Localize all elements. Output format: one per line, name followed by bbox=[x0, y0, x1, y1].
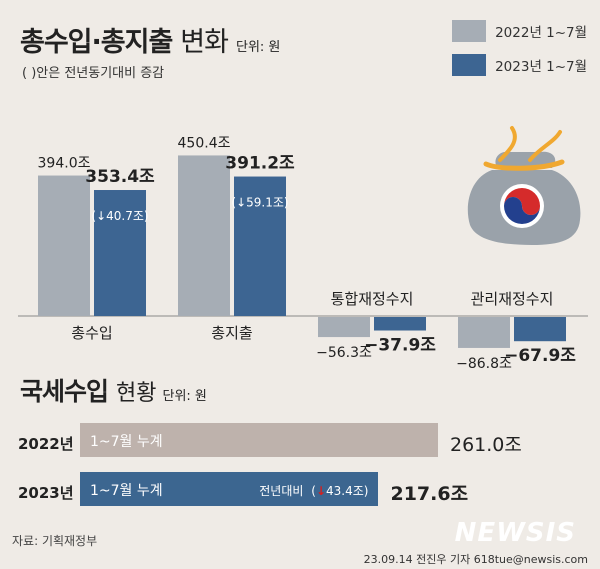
change-label-0: (↓40.7조) bbox=[91, 209, 148, 223]
section2-title-regular: 현황 bbox=[116, 381, 157, 406]
note-text: ( )안은 전년동기대비 증감 bbox=[22, 66, 165, 81]
bar-2023-0 bbox=[94, 190, 146, 316]
bar-2022-2 bbox=[318, 317, 370, 338]
value-label-2022-3: −86.8조 bbox=[456, 356, 512, 370]
value-label-2022-2: −56.3조 bbox=[316, 345, 372, 361]
legend-item-2022: 2022년 1~7월 bbox=[452, 20, 587, 42]
bar-2023-1 bbox=[234, 176, 286, 316]
value-label-2023-3: −67.9조 bbox=[504, 346, 576, 366]
newsis-logo: NEWSIS bbox=[454, 518, 576, 548]
bar-2022-0 bbox=[38, 175, 90, 316]
category-label-2: 통합재정수지 bbox=[331, 290, 414, 308]
change-label-1: (↓59.1조) bbox=[231, 196, 288, 210]
chart-title: 총수입·총지출 변화 단위: 원 bbox=[20, 20, 280, 59]
bar-2022-3 bbox=[458, 317, 510, 348]
tax-bar-2023: 1~7월 누계 전년대비 (↓43.4조) bbox=[80, 472, 379, 506]
credit-text: 23.09.14 전진우 기자 618tue@newsis.com bbox=[363, 553, 588, 566]
tax-change-prefix: 전년대비 bbox=[259, 484, 304, 498]
value-label-2022-0: 394.0조 bbox=[38, 156, 91, 172]
tax-year-2022: 2022년 bbox=[18, 435, 74, 453]
legend-label-2023: 2023년 1~7월 bbox=[495, 59, 588, 75]
tax-section-title: 국세수입 현황 단위: 원 bbox=[20, 372, 207, 408]
unit-label: 단위: 원 bbox=[235, 40, 281, 55]
value-label-2023-2: −37.9조 bbox=[364, 336, 436, 356]
bar-2023-3 bbox=[514, 317, 566, 342]
legend-item-2023: 2023년 1~7월 bbox=[452, 54, 587, 76]
money-bag-icon bbox=[467, 126, 581, 245]
tax-value-2023: 217.6조 bbox=[390, 483, 469, 505]
source-text: 자료: 기획재정부 bbox=[12, 534, 98, 548]
tax-change-value: 43.4조 bbox=[326, 484, 364, 498]
bar-2022-1 bbox=[178, 155, 230, 316]
section2-title-bold: 국세수입 bbox=[20, 377, 109, 406]
tax-bar-label-2022: 1~7월 누계 bbox=[90, 434, 163, 450]
tax-bar-2022: 1~7월 누계 bbox=[80, 423, 438, 457]
category-label-0: 총수입 bbox=[71, 324, 112, 342]
title-regular: 변화 bbox=[180, 27, 229, 58]
category-label-3: 관리재정수지 bbox=[471, 290, 554, 308]
legend-label-2022: 2022년 1~7월 bbox=[495, 25, 588, 41]
down-arrow-icon: ↓ bbox=[315, 484, 327, 498]
value-label-2023-1: 391.2조 bbox=[225, 154, 295, 174]
tax-value-2022: 261.0조 bbox=[450, 434, 522, 456]
tax-year-2023: 2023년 bbox=[18, 484, 74, 502]
value-label-2023-0: 353.4조 bbox=[85, 167, 155, 187]
section2-unit: 단위: 원 bbox=[162, 389, 207, 404]
tax-bar-label-2023: 1~7월 누계 bbox=[90, 483, 163, 499]
tax-change-label: 전년대비 (↓43.4조) bbox=[259, 484, 369, 498]
bar-2023-2 bbox=[374, 317, 426, 331]
title-bold: 총수입·총지출 bbox=[20, 27, 173, 58]
value-label-2022-1: 450.4조 bbox=[178, 135, 231, 151]
legend-swatch-2023 bbox=[452, 54, 486, 76]
category-label-1: 총지출 bbox=[211, 324, 252, 342]
legend-swatch-2022 bbox=[452, 20, 486, 42]
